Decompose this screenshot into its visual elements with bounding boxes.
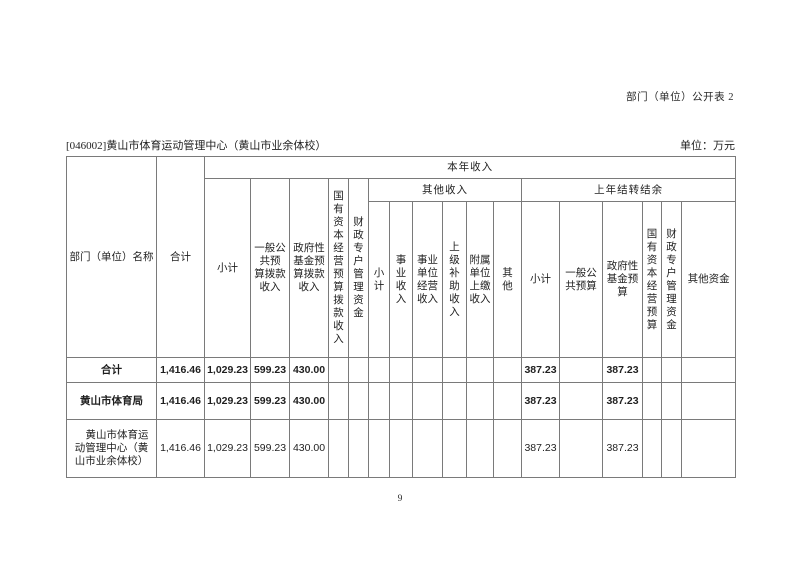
col-header-cy-fiscal-special-account: 财 政 专 户 管 理 资 金 bbox=[348, 178, 369, 358]
cell-cy-general-public: 599.23 bbox=[250, 419, 290, 478]
unit-label: 单位：万元 bbox=[680, 140, 735, 152]
cell-co-state-capital bbox=[642, 382, 662, 420]
corner-table-label: 部门（单位）公开表 2 bbox=[626, 92, 734, 103]
row-label: 黄山市体育局 bbox=[66, 382, 157, 420]
cell-oi-business bbox=[389, 419, 413, 478]
cell-co-govt-fund: 387.23 bbox=[602, 419, 643, 478]
col-header-co-state-capital-budget: 国 有 资 本 经 营 预 算 bbox=[642, 201, 662, 358]
cell-co-other-funds bbox=[680, 357, 737, 383]
cell-cy-fiscal-special bbox=[348, 382, 369, 420]
col-header-prev-year-carryover: 上年结转结余 bbox=[520, 178, 737, 202]
cell-cy-subtotal: 1,029.23 bbox=[204, 357, 251, 383]
page-number: 9 bbox=[397, 494, 403, 504]
cell-co-subtotal: 387.23 bbox=[521, 382, 560, 420]
header-row-2: 小计 一般公 共预 算拨款 收入 政府性 基金预 算拨款 收入 国 有 资 本 … bbox=[67, 178, 737, 358]
cell-oi-business-operating bbox=[412, 382, 443, 420]
cell-oi-other bbox=[493, 419, 522, 478]
cell-co-fiscal-special bbox=[661, 419, 682, 478]
cell-co-other-funds bbox=[680, 382, 737, 420]
col-header-oi-other: 其 他 bbox=[493, 201, 522, 358]
cell-cy-state-capital bbox=[328, 382, 349, 420]
cell-cy-fiscal-special bbox=[348, 419, 369, 478]
cell-cy-fiscal-special bbox=[348, 357, 369, 383]
col-header-oi-superior-subsidy-income: 上 级 补 助 收 入 bbox=[442, 201, 467, 358]
table-caption-row: [046002]黄山市体育运动管理中心（黄山市业余体校） 单位：万元 bbox=[66, 137, 735, 153]
col-header-oi-affiliated-unit-payment: 附属 单位 上缴 收入 bbox=[466, 201, 494, 358]
cell-co-subtotal: 387.23 bbox=[521, 357, 560, 383]
header-row-1: 部门（单位）名称 合计 本年收入 bbox=[66, 156, 737, 358]
cell-oi-superior-subsidy bbox=[442, 357, 467, 383]
col-header-cy-govt-fund-budget: 政府性 基金预 算拨款 收入 bbox=[289, 178, 329, 358]
cell-oi-subtotal bbox=[368, 357, 390, 383]
cell-grand-total: 1,416.46 bbox=[156, 419, 205, 478]
cell-oi-business bbox=[389, 382, 413, 420]
cell-oi-subtotal bbox=[368, 419, 390, 478]
col-header-current-year-income: 本年收入 bbox=[203, 156, 737, 179]
cell-oi-affiliated bbox=[466, 419, 494, 478]
cell-co-general-public bbox=[559, 382, 603, 420]
col-header-co-other-funds: 其他资金 bbox=[680, 201, 737, 358]
row-label: 黄山市体育运 动管理中心（黄 山市业余体校） bbox=[66, 419, 157, 478]
cell-co-subtotal: 387.23 bbox=[521, 419, 560, 478]
cell-cy-govt-fund: 430.00 bbox=[289, 382, 329, 420]
col-header-co-subtotal: 小计 bbox=[521, 201, 560, 358]
col-header-oi-business-operating-income: 事业 单位 经营 收入 bbox=[412, 201, 443, 358]
document-title: [046002]黄山市体育运动管理中心（黄山市业余体校） bbox=[66, 140, 327, 152]
cell-co-general-public bbox=[559, 419, 603, 478]
table-row-total: 合计 1,416.46 1,029.23 599.23 430.00 387.2… bbox=[66, 357, 737, 383]
cell-co-govt-fund: 387.23 bbox=[602, 382, 643, 420]
cell-cy-subtotal: 1,029.23 bbox=[204, 382, 251, 420]
cell-co-other-funds bbox=[680, 419, 737, 478]
cell-cy-state-capital bbox=[328, 357, 349, 383]
cell-cy-general-public: 599.23 bbox=[250, 382, 290, 420]
cell-cy-general-public: 599.23 bbox=[250, 357, 290, 383]
cell-oi-other bbox=[493, 357, 522, 383]
table-row-management-center: 黄山市体育运 动管理中心（黄 山市业余体校） 1,416.46 1,029.23… bbox=[66, 419, 737, 478]
col-header-oi-business-income: 事 业 收 入 bbox=[389, 201, 413, 358]
cell-cy-govt-fund: 430.00 bbox=[289, 419, 329, 478]
col-header-oi-subtotal: 小 计 bbox=[368, 201, 390, 358]
cell-co-state-capital bbox=[642, 419, 662, 478]
col-header-co-fiscal-special-account: 财 政 专 户 管 理 资 金 bbox=[661, 201, 682, 358]
col-header-dept-name: 部门（单位）名称 bbox=[66, 156, 157, 358]
cell-grand-total: 1,416.46 bbox=[156, 357, 205, 383]
col-header-grand-total: 合计 bbox=[156, 156, 205, 358]
budget-income-table: 部门（单位）名称 合计 本年收入 小计 一般公 共预 算拨款 收入 政府性 基金… bbox=[66, 156, 737, 478]
cell-oi-superior-subsidy bbox=[442, 382, 467, 420]
col-header-cy-subtotal: 小计 bbox=[204, 178, 251, 358]
cell-cy-subtotal: 1,029.23 bbox=[204, 419, 251, 478]
cell-co-fiscal-special bbox=[661, 382, 682, 420]
cell-grand-total: 1,416.46 bbox=[156, 382, 205, 420]
cell-cy-state-capital bbox=[328, 419, 349, 478]
cell-cy-govt-fund: 430.00 bbox=[289, 357, 329, 383]
cell-oi-business bbox=[389, 357, 413, 383]
col-header-co-general-public-budget: 一般公 共预算 bbox=[559, 201, 603, 358]
col-header-cy-state-capital-budget: 国 有 资 本 经 营 预 算 拨 款 收 入 bbox=[328, 178, 349, 358]
row-label: 合计 bbox=[66, 357, 157, 383]
col-header-cy-general-public-budget: 一般公 共预 算拨款 收入 bbox=[250, 178, 290, 358]
cell-oi-subtotal bbox=[368, 382, 390, 420]
cell-oi-affiliated bbox=[466, 357, 494, 383]
cell-co-fiscal-special bbox=[661, 357, 682, 383]
col-header-co-govt-fund-budget: 政府性 基金预 算 bbox=[602, 201, 643, 358]
cell-oi-superior-subsidy bbox=[442, 419, 467, 478]
cell-oi-affiliated bbox=[466, 382, 494, 420]
cell-co-govt-fund: 387.23 bbox=[602, 357, 643, 383]
cell-oi-business-operating bbox=[412, 357, 443, 383]
cell-co-general-public bbox=[559, 357, 603, 383]
cell-co-state-capital bbox=[642, 357, 662, 383]
cell-oi-business-operating bbox=[412, 419, 443, 478]
table-row-sports-bureau: 黄山市体育局 1,416.46 1,029.23 599.23 430.00 3… bbox=[66, 382, 737, 420]
header-row-3: 小 计 事 业 收 入 事业 单位 经营 收入 上 级 补 助 收 入 附属 单… bbox=[67, 201, 737, 358]
cell-oi-other bbox=[493, 382, 522, 420]
col-header-other-income: 其他收入 bbox=[368, 178, 522, 202]
